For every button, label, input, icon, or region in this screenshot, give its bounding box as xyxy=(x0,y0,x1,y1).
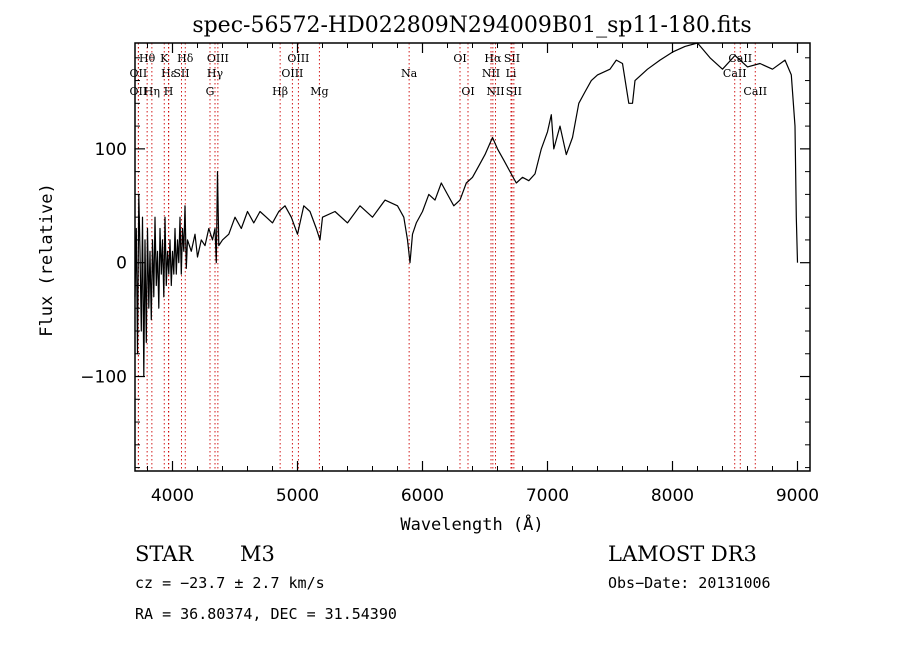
line-marker-label-22: Li xyxy=(506,67,517,80)
line-marker-label-4: Hε xyxy=(161,67,177,80)
line-marker-label-13: OIII xyxy=(281,67,303,80)
line-marker-label-17: OI xyxy=(453,52,466,65)
line-marker-label-1: OII xyxy=(130,67,148,80)
x-axis-label: Wavelength (Å) xyxy=(400,513,543,535)
spectrum-series-line xyxy=(134,42,799,378)
y-tick-label-0: −100 xyxy=(80,368,127,388)
x-tick-label-5: 9000 xyxy=(776,486,819,506)
line-marker-label-8: SII xyxy=(173,67,189,80)
line-marker-label-6: H xyxy=(164,85,174,98)
redshift-text: cz = −23.7 ± 2.7 km/s xyxy=(135,574,325,592)
line-marker-label-26: CaII xyxy=(723,67,747,80)
line-marker-label-7: Hδ xyxy=(177,52,194,65)
line-marker-label-27: CaII xyxy=(743,85,767,98)
line-marker-label-15: Mg xyxy=(310,85,328,98)
line-marker-label-18: OI xyxy=(461,85,474,98)
line-marker-label-19: Hα xyxy=(484,52,502,65)
y-axis-label: Flux (relative) xyxy=(37,183,57,337)
y-axis: −100 0 100 xyxy=(80,57,810,469)
line-marker-label-2: OII xyxy=(130,85,148,98)
line-marker-label-12: OIII xyxy=(287,52,309,65)
line-marker-label-5: Hη xyxy=(144,85,160,98)
coordinates-text: RA = 36.80374, DEC = 31.54390 xyxy=(135,605,397,623)
survey-name: LAMOST DR3 xyxy=(608,542,757,566)
line-marker-label-14: Hβ xyxy=(272,85,288,98)
x-tick-label-0: 4000 xyxy=(151,486,194,506)
x-tick-label-2: 6000 xyxy=(401,486,444,506)
y-tick-label-1: 0 xyxy=(116,254,127,274)
line-marker-label-0: Hθ xyxy=(139,52,156,65)
line-marker-label-3: K xyxy=(160,52,169,65)
y-tick-label-2: 100 xyxy=(95,140,127,160)
object-class: STAR xyxy=(135,542,194,566)
plot-frame xyxy=(134,42,811,472)
line-marker-label-23: NII xyxy=(486,85,504,98)
line-marker-label-16: Na xyxy=(401,67,418,80)
line-marker-label-11: G xyxy=(206,85,215,98)
chart-title: spec-56572-HD022809N294009B01_sp11-180.f… xyxy=(192,13,751,38)
line-marker-label-9: OIII xyxy=(207,52,229,65)
x-tick-label-1: 5000 xyxy=(276,486,319,506)
x-tick-label-3: 7000 xyxy=(526,486,569,506)
obs-date: Obs−Date: 20131006 xyxy=(608,574,771,592)
line-marker-label-24: SII xyxy=(506,85,522,98)
object-subclass: M3 xyxy=(240,542,275,566)
line-marker-label-20: SII xyxy=(504,52,520,65)
line-marker-label-21: NII xyxy=(482,67,500,80)
x-axis: 4000 5000 6000 7000 8000 9000 xyxy=(147,43,819,506)
x-tick-label-4: 8000 xyxy=(651,486,694,506)
line-marker-label-10: Hγ xyxy=(207,67,224,80)
